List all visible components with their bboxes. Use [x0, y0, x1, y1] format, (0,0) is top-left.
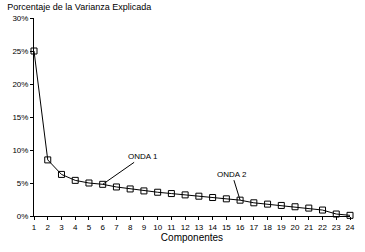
- svg-text:21: 21: [304, 223, 313, 232]
- svg-text:Porcentaje de la Varianza Expl: Porcentaje de la Varianza Explicada: [7, 2, 151, 12]
- svg-text:2: 2: [46, 223, 51, 232]
- svg-text:ONDA 2: ONDA 2: [217, 170, 247, 179]
- svg-text:10%: 10%: [12, 146, 28, 155]
- svg-text:3: 3: [59, 223, 64, 232]
- svg-text:16: 16: [236, 223, 245, 232]
- svg-text:8: 8: [128, 223, 133, 232]
- svg-text:22: 22: [318, 223, 327, 232]
- svg-text:20: 20: [291, 223, 300, 232]
- svg-text:17: 17: [249, 223, 258, 232]
- svg-text:7: 7: [114, 223, 119, 232]
- svg-text:9: 9: [142, 223, 147, 232]
- svg-text:23: 23: [332, 223, 341, 232]
- svg-text:15: 15: [222, 223, 231, 232]
- svg-text:12: 12: [181, 223, 190, 232]
- svg-text:19: 19: [277, 223, 286, 232]
- svg-text:14: 14: [208, 223, 217, 232]
- svg-text:13: 13: [194, 223, 203, 232]
- svg-text:25%: 25%: [12, 47, 28, 56]
- svg-text:6: 6: [100, 223, 105, 232]
- svg-text:20%: 20%: [12, 80, 28, 89]
- svg-text:30%: 30%: [12, 14, 28, 23]
- svg-text:24: 24: [346, 223, 355, 232]
- svg-text:5%: 5%: [17, 179, 29, 188]
- svg-text:4: 4: [73, 223, 78, 232]
- svg-text:5: 5: [87, 223, 92, 232]
- svg-text:1: 1: [32, 223, 37, 232]
- svg-text:0%: 0%: [17, 212, 29, 221]
- svg-text:11: 11: [167, 223, 176, 232]
- svg-text:Componentes: Componentes: [161, 232, 223, 243]
- svg-text:15%: 15%: [12, 113, 28, 122]
- svg-text:18: 18: [263, 223, 272, 232]
- svg-text:ONDA 1: ONDA 1: [128, 152, 158, 161]
- svg-text:10: 10: [153, 223, 162, 232]
